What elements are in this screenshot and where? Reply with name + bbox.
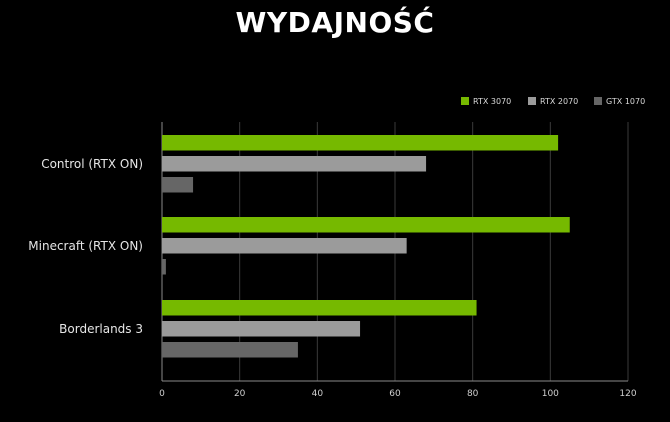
- bar-rtx-3070: [162, 135, 559, 151]
- category-label: Minecraft (RTX ON): [28, 239, 143, 253]
- x-tick-label: 60: [389, 389, 401, 399]
- legend-swatch: [461, 97, 469, 105]
- bar-rtx-3070: [162, 217, 570, 233]
- x-tick-label: 100: [542, 389, 559, 399]
- bar-rtx-3070: [162, 300, 477, 316]
- x-axis-ticks: 0 20 40 60 80 100 120: [159, 389, 637, 399]
- chart-bars: [162, 135, 570, 358]
- legend-swatch: [528, 97, 536, 105]
- legend-label: RTX 3070: [473, 97, 511, 106]
- bar-gtx-1070: [162, 259, 166, 275]
- x-tick-label: 0: [159, 389, 165, 399]
- chart-title: WYDAJNOŚĆ: [235, 6, 435, 39]
- category-labels: Control (RTX ON) Minecraft (RTX ON) Border…: [28, 157, 143, 336]
- legend-label: GTX 1070: [606, 97, 645, 106]
- chart-legend: RTX 3070 RTX 2070 GTX 1070: [461, 97, 645, 106]
- x-tick-label: 120: [619, 389, 636, 399]
- category-label: Borderlands 3: [59, 322, 143, 336]
- bar-gtx-1070: [162, 342, 298, 358]
- x-tick-label: 20: [234, 389, 246, 399]
- bar-rtx-2070: [162, 238, 407, 254]
- x-tick-label: 40: [312, 389, 324, 399]
- bar-rtx-2070: [162, 156, 427, 172]
- bar-rtx-2070: [162, 321, 361, 337]
- x-tick-label: 80: [467, 389, 479, 399]
- bar-gtx-1070: [162, 177, 194, 193]
- legend-label: RTX 2070: [540, 97, 578, 106]
- legend-swatch: [594, 97, 602, 105]
- category-label: Control (RTX ON): [41, 157, 143, 171]
